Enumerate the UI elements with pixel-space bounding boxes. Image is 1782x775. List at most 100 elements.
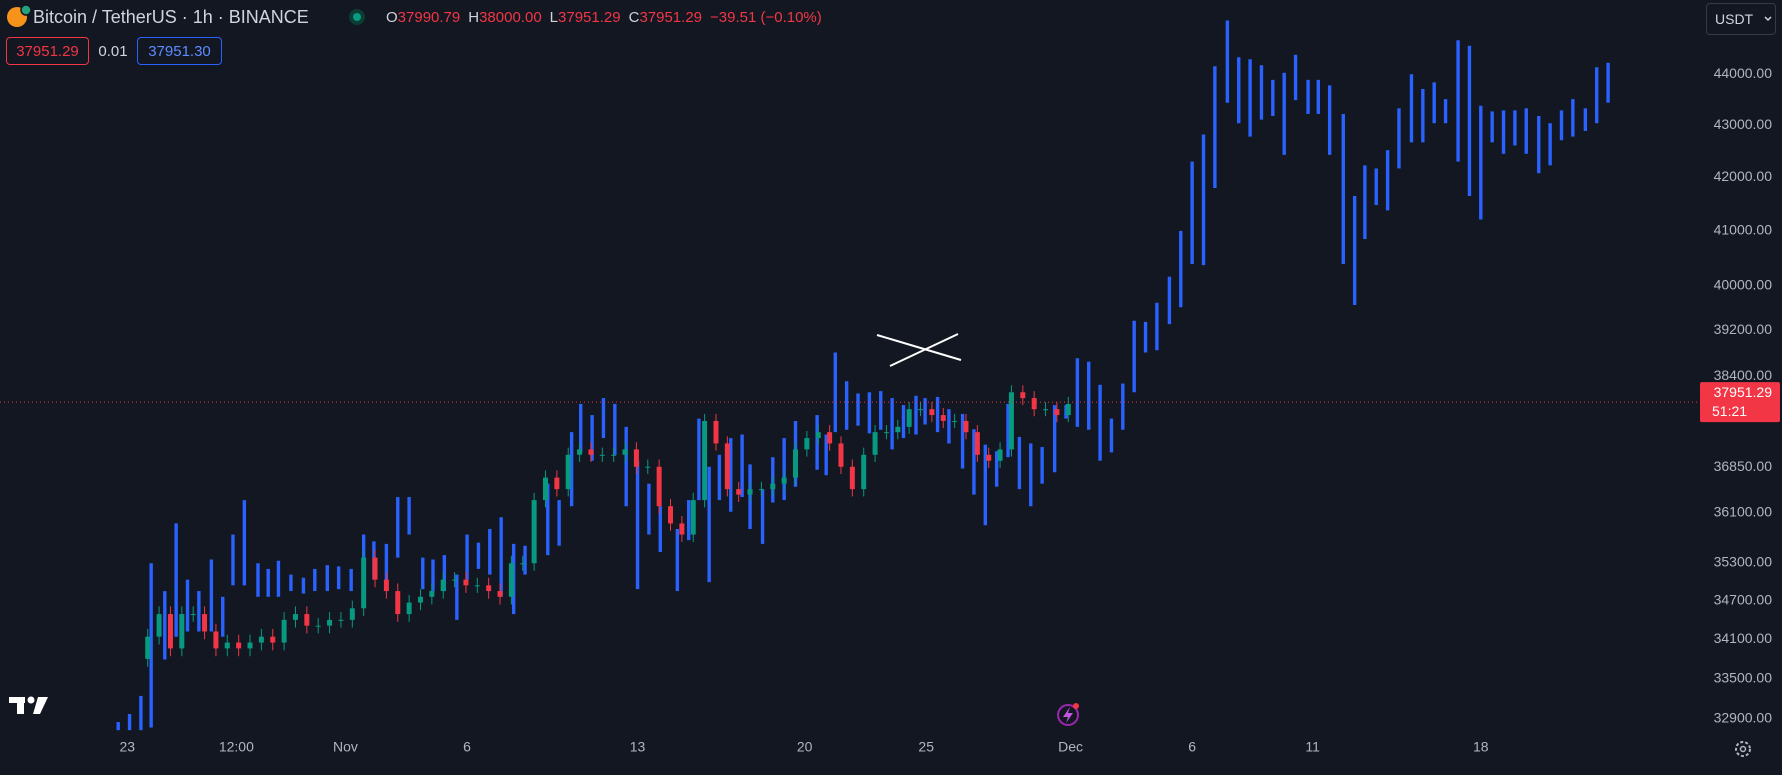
candle-body xyxy=(872,432,878,455)
candle-body xyxy=(508,563,514,597)
y-tick-label: 42000.00 xyxy=(1714,168,1773,184)
candle-body xyxy=(474,585,480,587)
candle-body xyxy=(724,443,730,490)
candle-body xyxy=(304,614,310,626)
candle-body xyxy=(997,449,1003,461)
candle-body xyxy=(758,489,764,491)
market-status xyxy=(349,9,365,25)
candle-body xyxy=(690,500,696,535)
candle-body xyxy=(861,454,867,490)
y-tick-label: 41000.00 xyxy=(1714,222,1773,238)
candle-body xyxy=(918,409,924,411)
candle-body xyxy=(781,477,787,484)
currency-label: USDT xyxy=(1715,11,1754,27)
candle-body xyxy=(361,557,367,609)
x-tick-label: 11 xyxy=(1305,739,1320,755)
ohlc-item: C37951.29 xyxy=(629,9,702,26)
candle-body xyxy=(895,426,901,433)
buy-button[interactable]: 37951.30 xyxy=(137,37,222,65)
candle-body xyxy=(179,614,185,649)
y-tick-label: 38400.00 xyxy=(1714,367,1773,383)
candle-body xyxy=(338,619,344,621)
candle-body xyxy=(577,449,583,455)
gear-core xyxy=(1739,745,1747,753)
candle-body xyxy=(588,449,594,455)
candle-body xyxy=(452,579,458,581)
candle-body xyxy=(747,489,753,495)
y-tick-label: 36850.00 xyxy=(1714,458,1773,474)
candle-body xyxy=(542,477,548,501)
icon-dot xyxy=(1073,703,1079,709)
drawing-cross xyxy=(876,333,962,367)
x-tick-label: 23 xyxy=(119,739,135,755)
candle-body xyxy=(656,466,662,507)
symbol-title[interactable]: Bitcoin / TetherUS · 1h · BINANCE xyxy=(33,7,309,27)
coin-icon xyxy=(7,4,32,27)
candle-body xyxy=(224,642,230,649)
ohlc-values: O37990.79 H38000.00 L37951.29 C37951.29 … xyxy=(386,9,822,26)
logo-part xyxy=(17,697,24,714)
ohlc-value: 37990.79 xyxy=(397,9,461,26)
candle-body xyxy=(622,449,628,455)
candle-body xyxy=(349,608,355,620)
candle-body xyxy=(406,602,412,615)
candle-body xyxy=(633,449,639,467)
y-tick-label: 33500.00 xyxy=(1714,669,1773,685)
bar-countdown: 51:21 xyxy=(1712,403,1747,419)
x-tick-label: 6 xyxy=(1188,739,1196,755)
y-tick-label: 39200.00 xyxy=(1714,321,1773,337)
ohlc-key: H xyxy=(468,9,480,26)
candle-body xyxy=(190,614,196,616)
drawing-line xyxy=(876,334,962,361)
events-icon[interactable] xyxy=(1057,703,1079,726)
candle-body xyxy=(145,636,151,659)
y-tick-label: 40000.00 xyxy=(1714,276,1773,292)
y-tick-label: 36100.00 xyxy=(1714,504,1773,520)
candle-body xyxy=(383,579,389,592)
settings-gear[interactable] xyxy=(1735,741,1751,757)
candle-body xyxy=(1020,392,1026,399)
candle-body xyxy=(713,420,719,444)
candle-body xyxy=(736,489,742,495)
icon-bolt xyxy=(1063,707,1073,723)
candle-body xyxy=(270,636,276,643)
coin-badge xyxy=(20,4,32,16)
candle-body xyxy=(1008,392,1014,450)
dropdown-caret xyxy=(1764,16,1772,22)
ohlc-item: O37990.79 xyxy=(386,9,460,26)
x-tick-label: Nov xyxy=(333,739,358,755)
y-tick-label: 34700.00 xyxy=(1714,591,1773,607)
candle-body xyxy=(497,591,503,597)
candle-body xyxy=(372,557,378,580)
candle-body xyxy=(167,614,173,649)
currency-dropdown[interactable]: USDT xyxy=(1706,3,1776,35)
candle-body xyxy=(1065,403,1071,416)
ohlc-value: 37951.29 xyxy=(639,9,703,26)
candle-body xyxy=(327,619,333,626)
candle-body xyxy=(963,420,969,433)
candle-body xyxy=(599,454,605,456)
last-price-label: 37951.29 xyxy=(1714,384,1773,400)
candle-body xyxy=(258,636,264,643)
ohlc-key: C xyxy=(628,9,640,26)
candle-body xyxy=(429,591,435,597)
candle-body xyxy=(281,619,287,643)
candle-body xyxy=(247,642,253,649)
candle-body xyxy=(827,432,833,444)
candle-body xyxy=(417,596,423,603)
x-tick-label: 12:00 xyxy=(219,739,254,755)
drawing-line xyxy=(889,333,959,367)
last-price-tag xyxy=(1700,382,1780,423)
candle-body xyxy=(315,625,321,627)
sell-button[interactable]: 37951.29 xyxy=(6,37,89,65)
ohlc-item: H38000.00 xyxy=(468,9,541,26)
candle-body xyxy=(440,579,446,592)
ohlc-item: L37951.29 xyxy=(550,9,621,26)
plot xyxy=(116,20,1610,731)
candle-body xyxy=(156,614,162,637)
x-tick-label: 20 xyxy=(797,739,813,755)
caret xyxy=(1764,16,1772,22)
candle-body xyxy=(1043,409,1049,411)
logo-part xyxy=(27,696,35,704)
